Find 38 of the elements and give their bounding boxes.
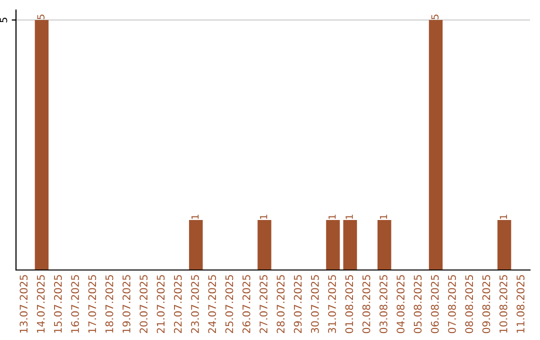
x-tick-label: 21.07.2025 <box>156 275 165 334</box>
x-tick-label: 11.08.2025 <box>516 275 524 333</box>
x-tick-label: 15.07.2025 <box>54 275 62 333</box>
x-tick-label: 28.07.2025 <box>276 275 285 334</box>
x-tick-label: 03.08.2025 <box>380 275 388 334</box>
x-tick-label: 06.08.2025 <box>430 275 439 334</box>
x-tick-label: 19.07.2025 <box>122 275 130 333</box>
x-tick-label: 20.07.2025 <box>140 275 148 334</box>
x-tick-label: 27.07.2025 <box>260 275 268 334</box>
data-label: 1 <box>346 214 353 219</box>
x-tick-label: 05.08.2025 <box>414 275 422 334</box>
x-tick-label: 24.07.2025 <box>208 275 216 334</box>
x-tick-label: 04.08.2025 <box>396 275 405 334</box>
x-tick-label: 08.08.2025 <box>465 275 474 334</box>
data-label: 1 <box>328 214 336 219</box>
x-tick-label: 23.07.2025 <box>191 275 199 334</box>
x-tick-label: 26.07.2025 <box>242 275 250 334</box>
x-tick-label: 29.07.2025 <box>294 275 302 334</box>
data-label: 1 <box>191 214 199 219</box>
x-tick-label: 31.07.2025 <box>328 275 336 334</box>
data-label: 1 <box>380 214 388 219</box>
x-tick-label: 09.08.2025 <box>482 275 490 334</box>
x-tick-label: 10.08.2025 <box>499 275 508 333</box>
x-tick-label: 18.07.2025 <box>105 275 114 333</box>
x-tick-label: 16.07.2025 <box>71 275 79 333</box>
x-tick-label: 25.07.2025 <box>225 275 234 334</box>
x-tick-label: 14.07.2025 <box>36 275 45 333</box>
data-label: 5 <box>431 14 439 20</box>
x-tick-label: 22.07.2025 <box>174 275 182 334</box>
data-label: 5 <box>37 14 45 20</box>
x-tick-label: 30.07.2025 <box>310 275 319 334</box>
x-tick-label: 07.08.2025 <box>448 275 456 334</box>
data-label: 1 <box>260 214 268 219</box>
x-tick-label: 13.07.2025 <box>20 275 28 333</box>
x-tick-label: 02.08.2025 <box>362 275 370 334</box>
x-tick-label: 17.07.2025 <box>88 275 96 333</box>
data-label: 1 <box>500 214 507 219</box>
x-tick-label: 01.08.2025 <box>345 275 354 334</box>
